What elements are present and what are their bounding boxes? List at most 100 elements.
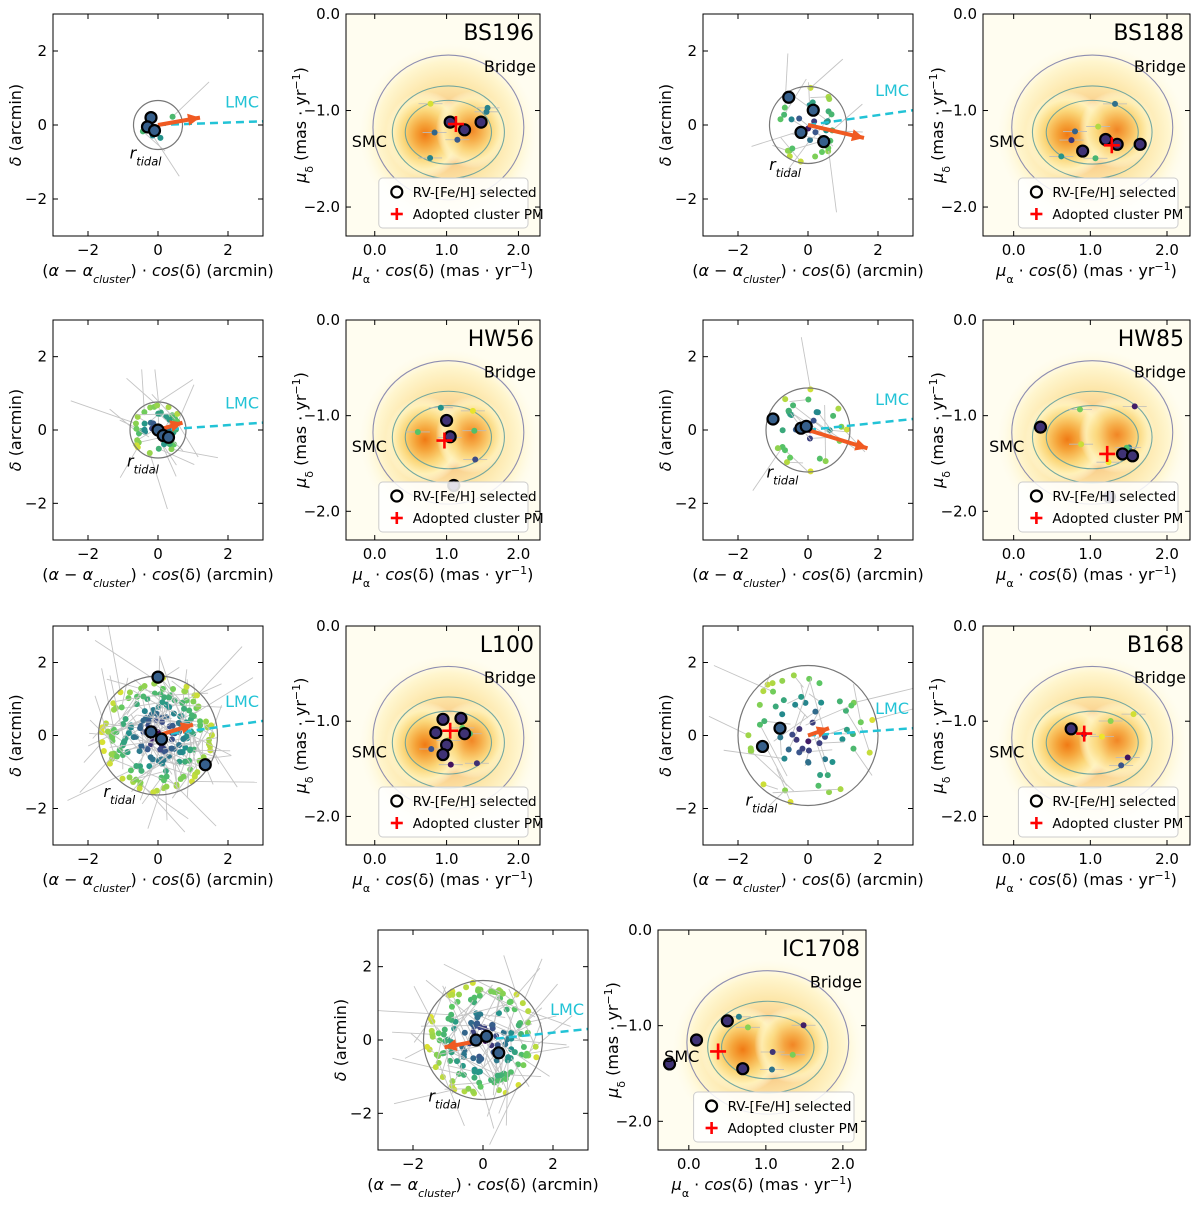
spatial-xtick-label: 2: [873, 850, 883, 868]
member-star: [525, 1008, 532, 1015]
member-star: [133, 425, 140, 432]
member-star: [125, 695, 132, 702]
member-star: [792, 701, 799, 708]
member-star: [522, 1052, 529, 1059]
pm-ytick-label: −2.0: [941, 198, 977, 216]
member-pm-vector: [772, 788, 841, 794]
member-pm-vector: [438, 1062, 465, 1127]
member-star: [807, 136, 814, 143]
member-star: [157, 746, 164, 753]
pm-selected-marker: [720, 1014, 734, 1028]
member-star: [793, 736, 800, 743]
tidal-radius-circle: [132, 99, 184, 151]
spatial-frame: [52, 319, 264, 541]
member-star: [169, 113, 176, 120]
pm-panel: 0.0 1.0 2.0 0.0 −1.0 −2.0 IC1708 Bridge SMC RV-[F…: [602, 921, 867, 1200]
legend-selected-label: RV-[Fe/H] selected: [728, 1099, 852, 1115]
spatial-xtick-label: −2: [77, 850, 99, 868]
cluster-pm-arrow-head: [169, 420, 183, 432]
member-pm-vector: [166, 776, 217, 827]
pm-xtick-label: 1.0: [435, 545, 459, 563]
legend-box: [1017, 481, 1179, 533]
member-star: [165, 404, 172, 411]
pm-member-point: [1112, 100, 1119, 107]
pm-xlabel: μα · cos(δ) (mas · yr−1): [352, 564, 534, 590]
member-star: [474, 1020, 481, 1027]
member-star: [784, 147, 791, 154]
member-pm-vector: [522, 958, 543, 1004]
member-star: [495, 1010, 502, 1017]
bridge-label: Bridge: [1134, 57, 1186, 76]
legend-box: [1017, 177, 1179, 229]
pm-panel: 0.0 1.0 2.0 0.0 −1.0 −2.0 BS188 Bridge SMC RV-[Fe…: [927, 5, 1191, 286]
member-pm-vector: [172, 725, 232, 756]
spatial-ytick-label: 0: [687, 727, 697, 745]
tidal-label: rtidal: [769, 155, 802, 180]
member-star: [197, 722, 204, 729]
member-star: [805, 738, 812, 745]
member-star: [147, 754, 154, 761]
bridge-label: Bridge: [484, 57, 536, 76]
member-pm-vector: [527, 1022, 542, 1056]
pm-selected-marker: [662, 1057, 677, 1071]
pm-xtick-label: 0.0: [1002, 241, 1026, 259]
spatial-xtick-label: −2: [727, 545, 749, 563]
member-star: [756, 701, 763, 708]
pm-xtick-label: 1.0: [1078, 850, 1102, 868]
legend: RV-[Fe/H] selected Adopted cluster PM: [1017, 481, 1183, 533]
pm-member-point: [1072, 128, 1079, 135]
pm-ytick-label: −1.0: [304, 102, 340, 120]
member-star: [785, 746, 792, 753]
lmc-direction-line: [807, 726, 914, 737]
member-pm-vector: [122, 688, 142, 717]
pm-ylabel: μδ (mas · yr−1): [927, 67, 953, 184]
pm-ytick-label: −1.0: [616, 1017, 652, 1035]
pm-panel: 0.0 1.0 2.0 0.0 −1.0 −2.0 L100 Bridge SMC RV-[Fe/…: [290, 617, 544, 895]
selected-star-marker: [161, 430, 176, 444]
pm-selected-marker: [436, 747, 450, 762]
legend-selected-label: RV-[Fe/H] selected: [413, 185, 537, 201]
cluster-name: HW85: [1118, 327, 1184, 352]
member-star: [812, 129, 819, 136]
member-pm-vector: [486, 1060, 509, 1117]
member-star: [136, 748, 143, 755]
pm-ytick-label: −1.0: [304, 712, 340, 730]
member-star: [188, 712, 195, 719]
member-star: [180, 773, 187, 780]
member-star: [141, 420, 148, 427]
density-contour: [1045, 405, 1139, 470]
member-star: [511, 1049, 518, 1056]
member-pm-vector: [141, 729, 201, 777]
member-pm-vector: [853, 687, 913, 704]
member-star: [850, 745, 857, 752]
pm-selected-marker: [457, 123, 472, 137]
spatial-xtick-label: 2: [873, 545, 883, 563]
pm-member-point: [1058, 153, 1065, 160]
member-star: [432, 1064, 439, 1071]
pm-member-point: [1076, 406, 1083, 413]
spatial-ytick-label: 0: [687, 421, 697, 439]
pm-xlabel: μα · cos(δ) (mas · yr−1): [995, 260, 1177, 286]
panel-hw85: −2 0 2 −2 0 2 LMC rtidal (α − αcluster) · cos(δ)…: [656, 311, 1191, 590]
member-star: [781, 755, 788, 762]
member-pm-vector: [208, 705, 223, 741]
member-star: [470, 1055, 477, 1062]
member-star: [187, 746, 194, 753]
spatial-ylabel: δ (arcmin): [656, 694, 675, 776]
member-pm-vector: [392, 1031, 433, 1035]
member-star: [157, 134, 164, 141]
panel-hw56: −2 0 2 −2 0 2 LMC rtidal (α − αcluster) · cos(δ)…: [6, 311, 544, 590]
spatial-ylabel: δ (arcmin): [331, 999, 350, 1081]
member-star: [162, 767, 169, 774]
legend-box: [378, 481, 529, 533]
legend-box: [378, 177, 529, 229]
lmc-direction-line: [157, 120, 264, 127]
member-pm-vector: [812, 733, 829, 776]
pm-ytick-label: −1.0: [941, 102, 977, 120]
member-pm-vector: [114, 696, 144, 702]
spatial-panel: −2 0 2 −2 0 2 LMC rtidal (α − αcluster) · cos(δ)…: [656, 319, 924, 590]
member-star: [122, 716, 129, 723]
spatial-panel: −2 0 2 −2 0 2 LMC rtidal (α − αcluster) · cos(δ)…: [6, 625, 274, 895]
member-pm-vector: [805, 705, 852, 726]
member-pm-vector: [67, 769, 132, 801]
